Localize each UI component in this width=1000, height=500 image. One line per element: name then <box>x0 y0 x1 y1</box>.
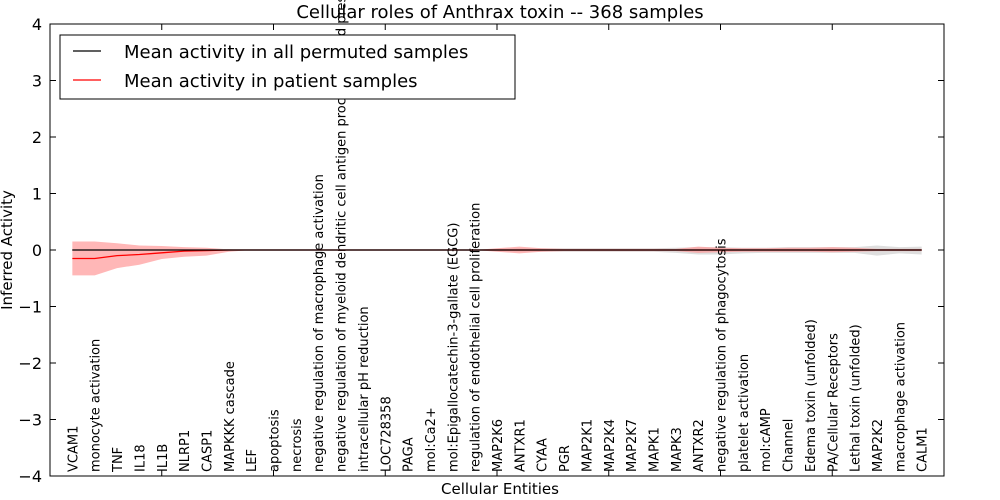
x-tick-label: VCAM1 <box>66 426 81 472</box>
x-tick-label: LEF <box>245 449 260 472</box>
y-tick-label: −3 <box>18 411 42 430</box>
x-tick-label: Lethal toxin (unfolded) <box>849 324 864 472</box>
y-axis-label: Inferred Activity <box>0 190 16 310</box>
x-tick-label: CASP1 <box>200 430 215 472</box>
x-tick-label: Channel <box>782 419 797 472</box>
x-tick-label: MAPK1 <box>647 427 662 472</box>
y-tick-label: −4 <box>18 467 42 486</box>
y-tick-label: 1 <box>32 185 42 204</box>
x-tick-label: apoptosis <box>268 409 283 472</box>
x-tick-label: IL1B <box>156 444 171 472</box>
x-tick-label: PGR <box>558 445 573 472</box>
x-tick-labels: VCAM1 monocyte activation TNF IL18 IL1B NLRP1… <box>66 0 930 473</box>
y-tick-label: 0 <box>32 241 42 260</box>
x-tick-label: platelet activation <box>737 354 752 472</box>
confidence-bands <box>72 241 922 276</box>
y-tick-label: 2 <box>32 128 42 147</box>
chart-title: Cellular roles of Anthrax toxin -- 368 s… <box>296 2 703 23</box>
x-tick-label: monocyte activation <box>89 339 104 472</box>
x-tick-label: MAP2K4 <box>603 419 618 472</box>
x-axis-label: Cellular Entities <box>441 480 559 498</box>
x-tick-label: negative regulation of myeloid dendritic… <box>335 0 350 472</box>
y-tick-label: −1 <box>18 298 42 317</box>
x-tick-label: TNF <box>111 447 126 473</box>
y-tick-label: −2 <box>18 354 42 373</box>
x-tick-label: LOC728358 <box>379 396 394 472</box>
x-tick-label: CYAA <box>536 438 551 472</box>
x-tick-label: intracellular pH reduction <box>357 306 372 472</box>
x-tick-label: NLRP1 <box>178 430 193 472</box>
x-tick-label: PAGA <box>402 437 417 472</box>
legend-label-patient: Mean activity in patient samples <box>124 71 418 92</box>
x-tick-label: MAP2K1 <box>580 419 595 472</box>
x-tick-label: negative regulation of macrophage activa… <box>312 174 327 472</box>
x-tick-label: negative regulation of phagocytosis <box>715 238 730 472</box>
x-tick-label: MAP2K6 <box>491 419 506 472</box>
x-tick-label: CALM1 <box>916 427 931 472</box>
x-tick-label: ANTXR1 <box>513 419 528 472</box>
x-tick-label: Edema toxin (unfolded) <box>804 319 819 472</box>
legend-box <box>59 34 516 100</box>
confidence-band-patient <box>72 241 922 276</box>
x-tick-label: ANTXR2 <box>692 419 707 472</box>
x-tick-label: necrosis <box>290 418 305 472</box>
x-tick-label: MAP2K2 <box>871 419 886 472</box>
x-tick-label: MAP2K7 <box>625 419 640 472</box>
legend-label-permuted: Mean activity in all permuted samples <box>124 42 468 63</box>
x-tick-label: MAPKKK cascade <box>223 361 238 472</box>
y-tick-label: 4 <box>32 15 42 34</box>
x-tick-label: PA/Cellular Receptors <box>826 333 841 472</box>
x-tick-label: mol:Ca2+ <box>424 407 439 472</box>
series-lines <box>72 249 922 260</box>
y-tick-label: 3 <box>32 72 42 91</box>
x-tick-label: IL18 <box>133 444 148 472</box>
x-tick-label: mol:cAMP <box>759 408 774 472</box>
x-tick-label: MAPK3 <box>670 427 685 472</box>
x-tick-label: mol:Epigallocatechin-3-gallate (EGCG) <box>446 223 461 472</box>
legend: Mean activity in all permuted samples Me… <box>59 34 516 100</box>
x-tick-label: macrophage activation <box>893 322 908 472</box>
axis-ticks: 4 3 2 1 0 −1 −2 −3 −4 <box>18 15 944 486</box>
x-tick-label: regulation of endothelial cell prolifera… <box>469 203 484 472</box>
